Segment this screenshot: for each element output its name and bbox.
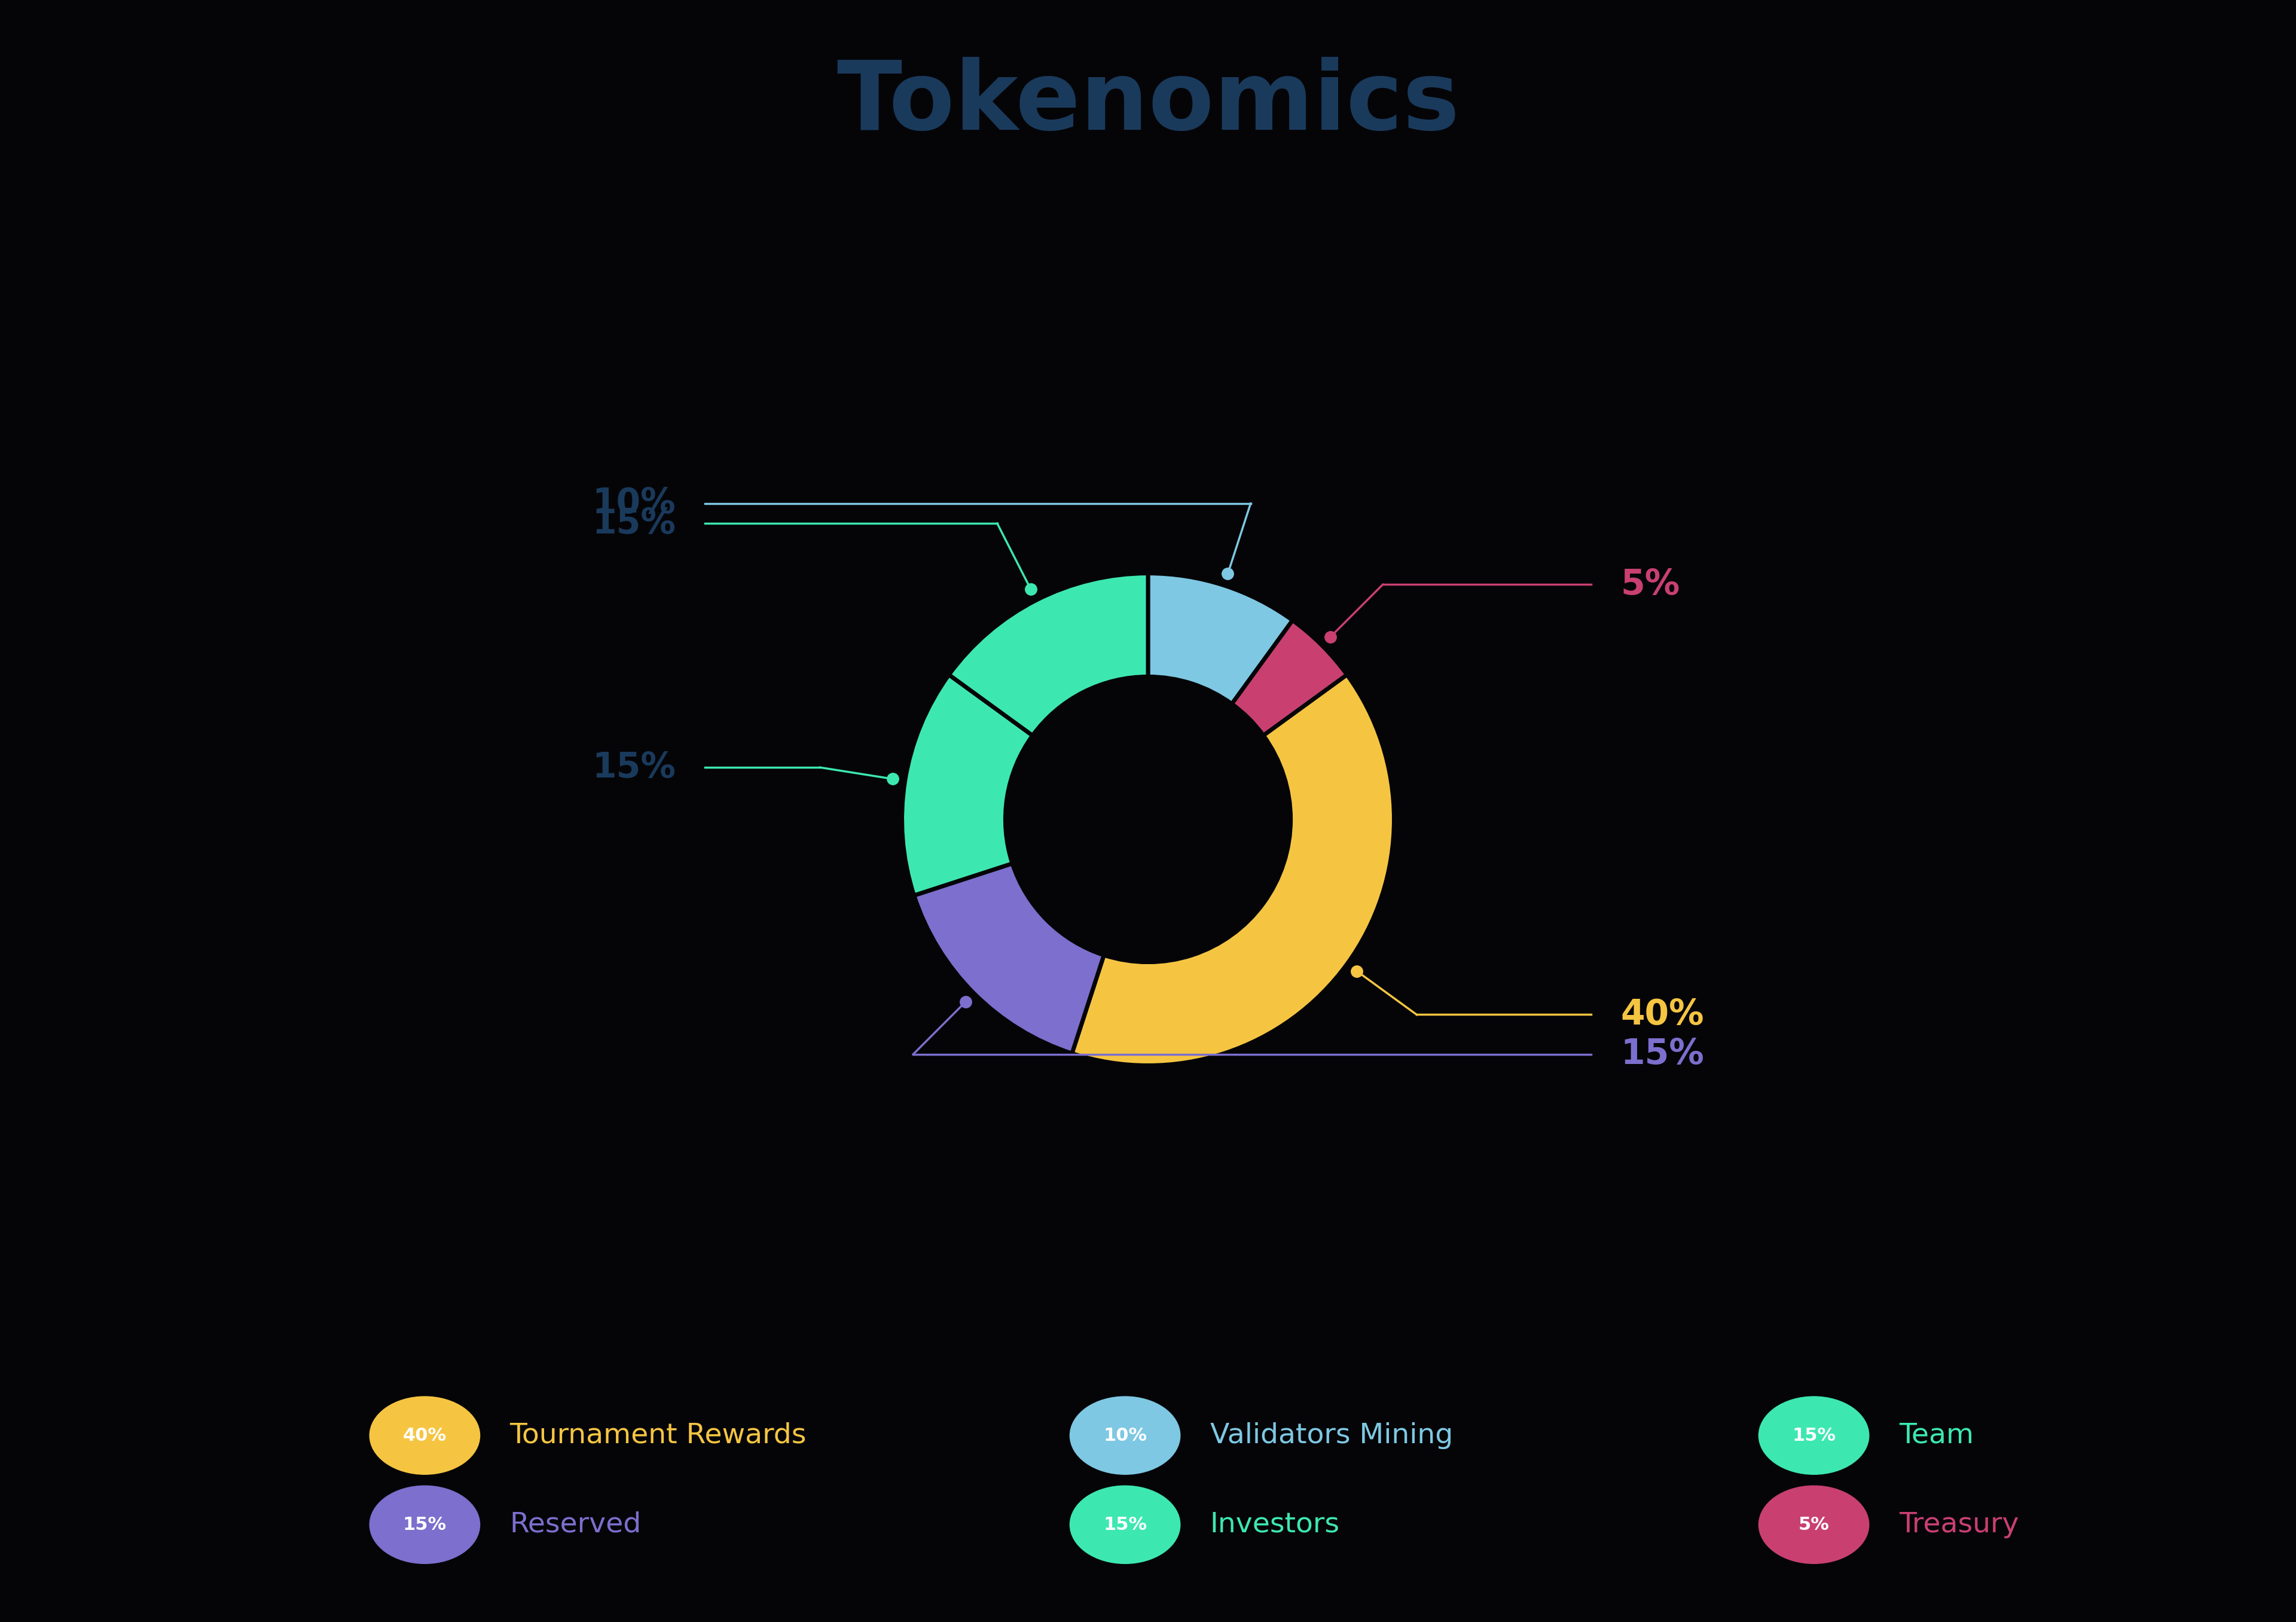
Text: 15%: 15% xyxy=(1621,1036,1704,1071)
Text: Treasury: Treasury xyxy=(1899,1512,2018,1538)
Text: 15%: 15% xyxy=(402,1517,448,1533)
Wedge shape xyxy=(914,863,1104,1053)
Wedge shape xyxy=(1148,573,1293,704)
Text: 10%: 10% xyxy=(592,487,675,521)
Text: 5%: 5% xyxy=(1798,1517,1830,1533)
Text: 15%: 15% xyxy=(1102,1517,1148,1533)
Text: 40%: 40% xyxy=(402,1427,448,1444)
Wedge shape xyxy=(902,675,1033,895)
Text: 40%: 40% xyxy=(1621,998,1704,1032)
Text: Tournament Rewards: Tournament Rewards xyxy=(510,1422,806,1448)
Text: 15%: 15% xyxy=(592,506,675,540)
Text: Reserved: Reserved xyxy=(510,1512,641,1538)
Text: Investors: Investors xyxy=(1210,1512,1341,1538)
Wedge shape xyxy=(1072,675,1394,1066)
Wedge shape xyxy=(948,573,1148,735)
Text: Validators Mining: Validators Mining xyxy=(1210,1422,1453,1448)
Wedge shape xyxy=(1233,620,1348,735)
Text: 15%: 15% xyxy=(592,751,675,785)
Text: Team: Team xyxy=(1899,1422,1975,1448)
Text: 5%: 5% xyxy=(1621,568,1681,602)
Text: 15%: 15% xyxy=(1791,1427,1837,1444)
Text: 10%: 10% xyxy=(1102,1427,1148,1444)
Text: Tokenomics: Tokenomics xyxy=(836,57,1460,149)
